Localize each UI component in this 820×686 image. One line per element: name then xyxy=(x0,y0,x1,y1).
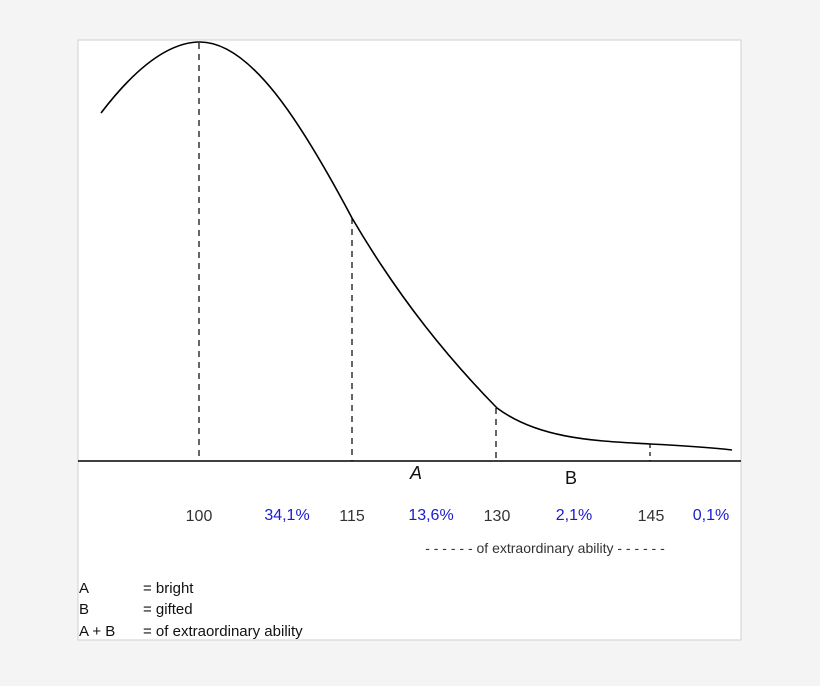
percent-label-1: 13,6% xyxy=(408,507,453,524)
percent-label-0: 34,1% xyxy=(264,507,309,524)
tick-label-115: 115 xyxy=(339,508,365,525)
legend-desc-b: = gifted xyxy=(143,601,193,618)
tick-label-145: 145 xyxy=(638,508,665,525)
legend-key-a: A xyxy=(79,580,89,597)
legend-desc-ab: = of extraordinary ability xyxy=(143,623,303,640)
percent-label-3: 0,1% xyxy=(693,507,729,524)
legend-key-b: B xyxy=(79,601,89,618)
region-label-b: B xyxy=(565,468,577,488)
tick-label-130: 130 xyxy=(484,508,511,525)
legend-desc-a: = bright xyxy=(143,580,194,597)
extraordinary-range-label: - - - - - - of extraordinary ability - -… xyxy=(425,540,665,556)
region-label-a: A xyxy=(409,463,422,483)
tick-label-100: 100 xyxy=(186,508,213,525)
percent-label-2: 2,1% xyxy=(556,507,592,524)
legend-key-ab: A + B xyxy=(79,623,115,640)
